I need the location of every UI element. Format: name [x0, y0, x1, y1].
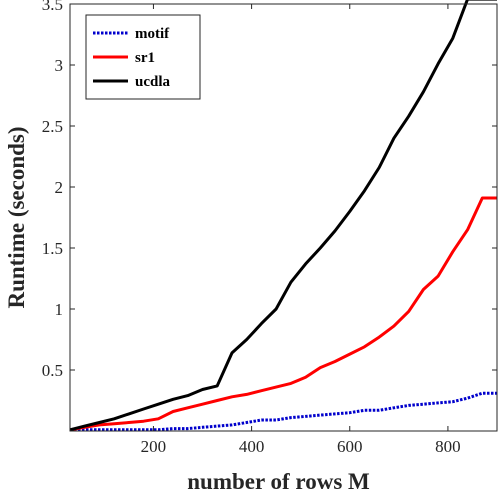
x-tick-label: 600 — [337, 437, 363, 456]
legend-label-sr1: sr1 — [135, 50, 155, 66]
axes-box — [69, 3, 498, 432]
y-tick-label: 2.5 — [42, 117, 63, 136]
series-line-motif — [70, 391, 497, 432]
y-axis-title: Runtime (seconds) — [4, 126, 29, 308]
legend-label-ucdla: ucdla — [135, 74, 171, 90]
x-tick-label: 400 — [239, 437, 265, 456]
x-tick-label: 200 — [141, 437, 167, 456]
x-axis-title: number of rows M — [187, 469, 370, 494]
series-layer — [69, 0, 497, 432]
x-tick-label: 800 — [435, 437, 461, 456]
y-tick-label: 2 — [55, 178, 64, 197]
y-tick-label: 3 — [55, 56, 64, 75]
axes-layer: 200 400 600 800 0.5 1 1.5 2 2.5 3 3.5 — [42, 0, 498, 456]
y-tick-label: 0.5 — [42, 361, 63, 380]
y-tick-label: 3.5 — [42, 0, 63, 14]
y-tick-label: 1 — [55, 300, 64, 319]
y-tick-label: 1.5 — [42, 239, 63, 258]
legend: motif sr1 ucdla — [85, 14, 201, 100]
series-line-sr1 — [69, 196, 497, 432]
series-line-ucdla — [69, 0, 497, 432]
legend-label-motif: motif — [135, 26, 170, 42]
